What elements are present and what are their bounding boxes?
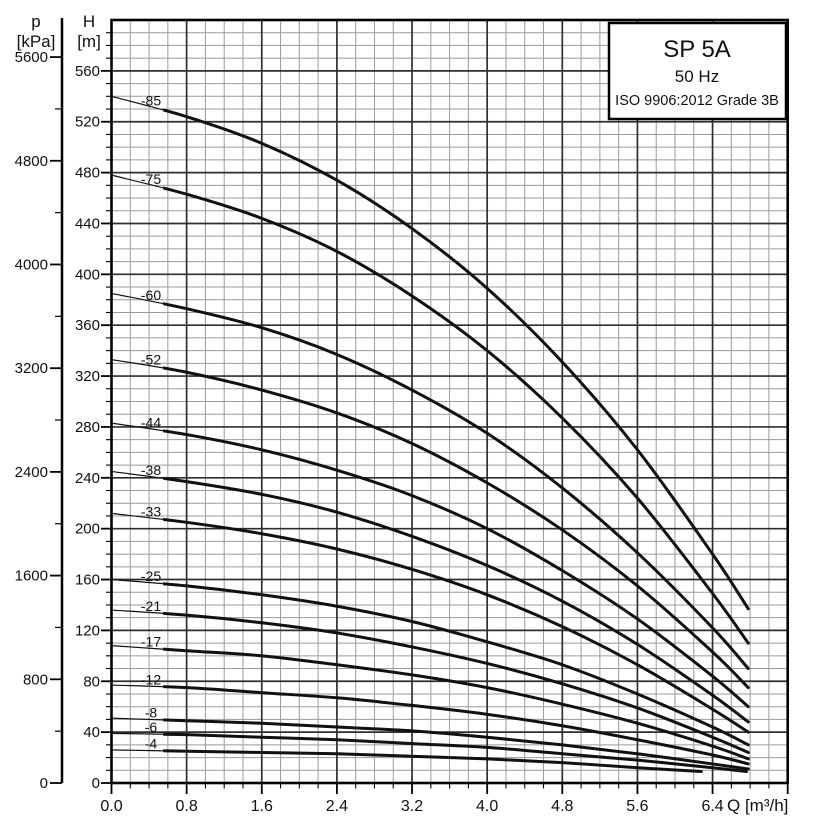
head-tick-label: 360 xyxy=(75,317,100,334)
curve-label-12: -12 xyxy=(141,672,161,688)
pressure-tick-label: 3200 xyxy=(15,360,48,377)
flow-tick-label: 6.4 xyxy=(701,798,723,815)
head-tick-label: 560 xyxy=(75,63,100,80)
title-box: SP 5A 50 Hz ISO 9906:2012 Grade 3B xyxy=(607,21,788,121)
head-axis-symbol: H xyxy=(83,12,95,31)
pressure-axis-symbol: p xyxy=(31,12,40,31)
curve-label-33: -33 xyxy=(141,503,161,519)
pressure-tick-label: 0 xyxy=(40,775,48,792)
head-tick-label: 280 xyxy=(75,419,100,436)
head-tick-label: 520 xyxy=(75,114,100,131)
curve-label-8: -8 xyxy=(145,705,158,721)
curve-labels: -85 -75 -60 -52 -44 -38 -33 -25 -21 -17 -12 -8-6-4 xyxy=(141,93,161,752)
pump-curve-4 xyxy=(163,749,703,774)
head-tick-label: 240 xyxy=(75,470,100,487)
curve-label-21: -21 xyxy=(141,598,161,614)
flow-tick-label: 5.6 xyxy=(626,798,648,815)
curve-label-75: -75 xyxy=(141,171,161,187)
curve-label-38: -38 xyxy=(141,462,161,478)
flow-tick-label: 2.4 xyxy=(326,798,348,815)
pump-curve-38 xyxy=(163,476,750,724)
head-tick-label: 0 xyxy=(92,775,100,792)
pump-curve-44-thin xyxy=(111,422,749,708)
head-tick-label: 200 xyxy=(75,521,100,538)
head-tick-label: 440 xyxy=(75,215,100,232)
curve-label-60: -60 xyxy=(141,287,161,303)
pressure-tick-label: 2400 xyxy=(15,464,48,481)
curve-label-17: -17 xyxy=(141,634,161,650)
flow-tick-label: 4.8 xyxy=(551,798,573,815)
tick-labels: 0 800 1600 2400 3200 4000 4800 5600 0 40 80 120 160 2… xyxy=(15,49,724,815)
title-box-border xyxy=(607,21,788,121)
pump-curve-44 xyxy=(163,429,750,709)
curve-label-85: -85 xyxy=(141,93,161,109)
curve-label-6: -6 xyxy=(145,719,158,735)
pump-curve-8 xyxy=(163,718,750,771)
pressure-tick-label: 5600 xyxy=(15,49,48,66)
pump-curve-4-thin xyxy=(111,749,702,773)
flow-tick-label: 4.0 xyxy=(476,798,498,815)
pump-curve-52 xyxy=(163,366,750,690)
pump-model-title: SP 5A xyxy=(663,36,731,63)
iso-standard-label: ISO 9906:2012 Grade 3B xyxy=(615,93,779,109)
head-axis-unit: [m] xyxy=(77,32,101,51)
flow-tick-label: 1.6 xyxy=(251,798,273,815)
head-tick-label: 120 xyxy=(75,622,100,639)
head-tick-label: 320 xyxy=(75,368,100,385)
pump-curve-33 xyxy=(163,517,750,734)
pump-curve-60-thin xyxy=(111,292,749,669)
pump-curve-25 xyxy=(163,582,750,747)
curve-label-4: -4 xyxy=(145,736,158,752)
head-tick-label: 400 xyxy=(75,266,100,283)
pressure-tick-label: 800 xyxy=(23,671,48,688)
pump-curve-60 xyxy=(163,302,750,671)
head-tick-label: 160 xyxy=(75,572,100,589)
pressure-tick-label: 4000 xyxy=(15,256,48,273)
pump-curve-52-thin xyxy=(111,358,749,689)
grid xyxy=(111,20,788,783)
head-tick-label: 480 xyxy=(75,165,100,182)
pressure-tick-label: 4800 xyxy=(15,153,48,170)
flow-axis-label: Q [m³/h] xyxy=(727,796,788,815)
flow-tick-label: 0.8 xyxy=(176,798,198,815)
axes xyxy=(50,18,790,794)
pump-curve-75-thin xyxy=(111,174,749,644)
pump-curve-75 xyxy=(163,186,750,645)
pump-curve-85 xyxy=(163,108,750,611)
pressure-axis-unit: [kPa] xyxy=(17,32,56,51)
curve-label-52: -52 xyxy=(141,352,161,368)
curve-label-44: -44 xyxy=(141,415,161,431)
flow-tick-label: 0.0 xyxy=(100,798,122,815)
head-tick-label: 80 xyxy=(83,673,100,690)
pump-curve-6 xyxy=(163,732,748,774)
pump-curve-17 xyxy=(163,647,750,761)
pressure-tick-label: 1600 xyxy=(15,568,48,585)
curve-label-25: -25 xyxy=(141,568,161,584)
pump-curve-21 xyxy=(163,611,750,754)
curves xyxy=(111,95,750,774)
pump-curve-12 xyxy=(163,685,750,766)
frequency-label: 50 Hz xyxy=(675,67,719,86)
flow-tick-label: 3.2 xyxy=(401,798,423,815)
head-tick-label: 40 xyxy=(83,724,100,741)
